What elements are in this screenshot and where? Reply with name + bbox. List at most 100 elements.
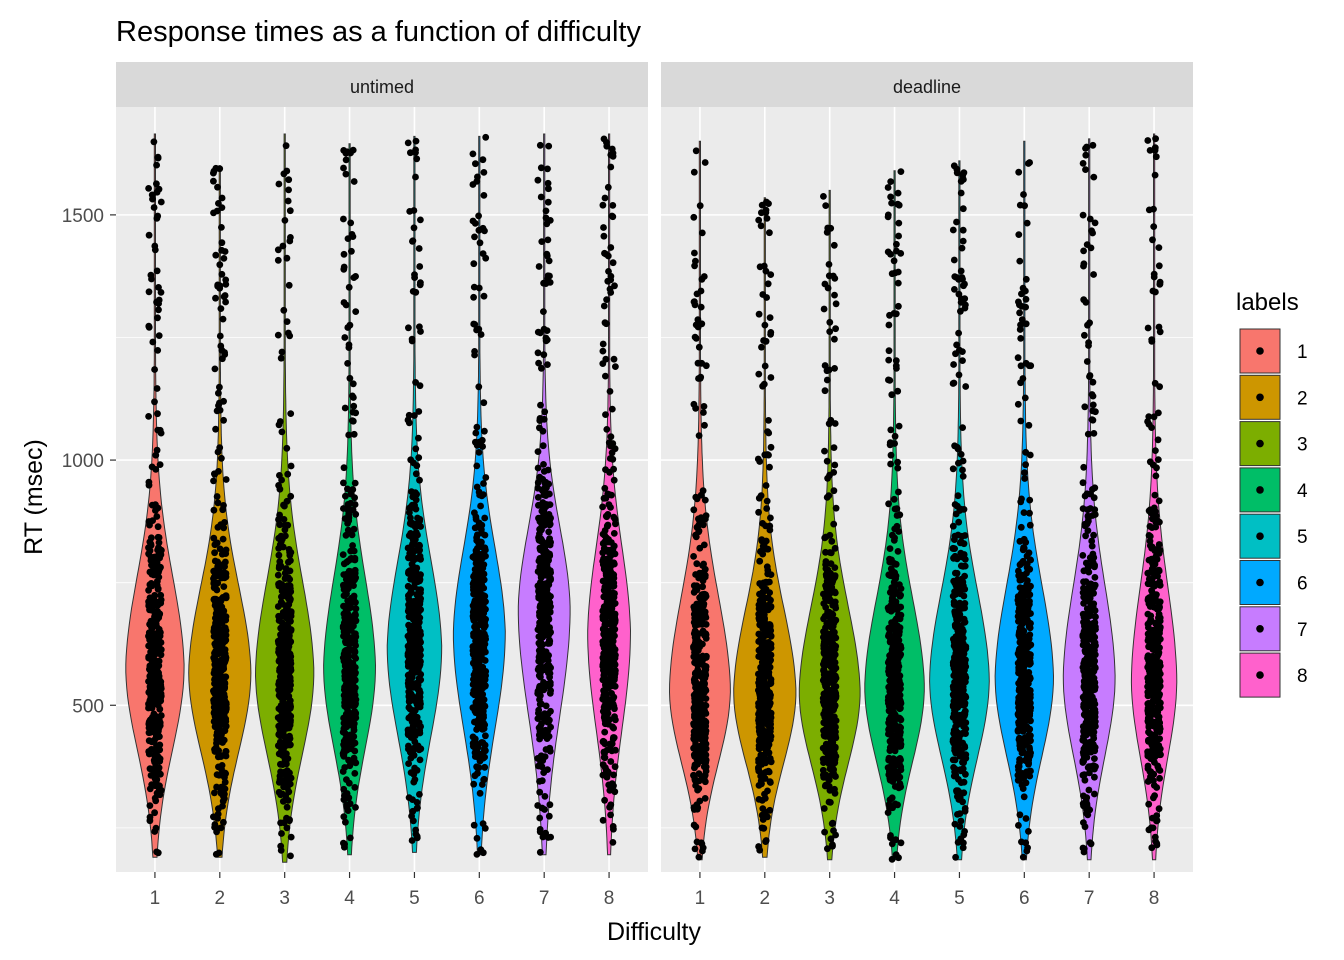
- data-point: [822, 729, 830, 737]
- data-point: [824, 589, 832, 597]
- data-point: [156, 461, 164, 468]
- data-point: [345, 657, 353, 665]
- data-point: [477, 331, 485, 338]
- data-point: [827, 617, 834, 625]
- data-point: [411, 523, 419, 531]
- data-point: [604, 546, 611, 554]
- data-point: [210, 567, 218, 575]
- data-point: [537, 663, 545, 671]
- data-point: [469, 181, 477, 188]
- data-point: [890, 495, 898, 503]
- data-point: [539, 633, 546, 641]
- data-point: [349, 146, 357, 154]
- data-point: [213, 207, 221, 215]
- data-point: [218, 454, 225, 462]
- data-point: [146, 521, 153, 529]
- data-point: [760, 262, 768, 270]
- data-point: [155, 332, 163, 339]
- data-point: [470, 821, 478, 829]
- data-point: [540, 769, 548, 776]
- data-point: [211, 824, 219, 831]
- data-point: [474, 591, 481, 599]
- data-point: [821, 828, 828, 836]
- data-point: [277, 768, 284, 776]
- data-point: [827, 560, 835, 567]
- data-point: [210, 506, 218, 514]
- data-point: [766, 463, 773, 471]
- data-point: [895, 854, 902, 862]
- data-point: [600, 232, 608, 240]
- data-point: [471, 555, 479, 562]
- data-point: [413, 799, 421, 806]
- data-point: [608, 212, 616, 220]
- data-point: [473, 684, 480, 692]
- data-point: [343, 741, 351, 748]
- data-point: [411, 764, 418, 772]
- data-point: [221, 656, 229, 664]
- data-point: [408, 488, 415, 495]
- data-point: [145, 737, 153, 745]
- data-point: [761, 661, 769, 668]
- data-point: [408, 837, 416, 844]
- data-point: [544, 165, 551, 173]
- data-point: [476, 757, 484, 765]
- data-point: [477, 502, 484, 510]
- data-point: [277, 729, 284, 737]
- data-point: [702, 630, 709, 638]
- data-point: [470, 283, 478, 291]
- data-point: [601, 194, 609, 202]
- data-point: [761, 617, 768, 624]
- data-point: [536, 642, 544, 649]
- data-point: [214, 810, 222, 818]
- data-point: [479, 739, 487, 746]
- data-point: [543, 586, 551, 594]
- data-point: [892, 560, 900, 568]
- data-point: [416, 476, 423, 484]
- data-point: [894, 279, 902, 287]
- violin-deadline-4: [864, 168, 925, 863]
- data-point: [826, 549, 834, 556]
- data-point: [156, 791, 164, 799]
- data-point: [606, 388, 614, 395]
- data-point: [210, 177, 217, 185]
- data-point: [545, 142, 553, 150]
- data-point: [474, 769, 481, 777]
- data-point: [345, 514, 353, 522]
- data-point: [701, 743, 708, 750]
- data-point: [895, 422, 903, 430]
- data-point: [216, 691, 223, 699]
- data-point: [410, 459, 417, 467]
- data-point: [218, 664, 226, 671]
- data-point: [219, 535, 227, 543]
- data-point: [342, 735, 349, 743]
- data-point: [534, 715, 542, 722]
- data-point: [540, 279, 547, 287]
- data-point: [832, 504, 840, 512]
- data-point: [156, 551, 164, 558]
- data-point: [416, 517, 423, 525]
- data-point: [346, 834, 354, 842]
- data-point: [287, 774, 295, 782]
- data-point: [157, 599, 165, 607]
- data-point: [534, 484, 542, 492]
- data-point: [759, 805, 767, 812]
- data-point: [155, 185, 163, 193]
- data-point: [283, 593, 290, 600]
- data-point: [214, 282, 222, 290]
- data-point: [412, 445, 420, 453]
- data-point: [691, 752, 698, 760]
- data-point: [211, 470, 219, 478]
- data-point: [476, 239, 484, 247]
- violin-untimed-5: [386, 135, 443, 853]
- data-point: [600, 302, 608, 310]
- data-point: [473, 745, 481, 752]
- data-point: [755, 216, 763, 224]
- data-point: [887, 193, 894, 201]
- data-point: [609, 735, 617, 743]
- data-point: [831, 291, 838, 299]
- data-point: [346, 321, 354, 329]
- data-point: [755, 310, 763, 318]
- data-points: [145, 138, 165, 857]
- data-point: [534, 494, 542, 501]
- data-point: [831, 544, 839, 552]
